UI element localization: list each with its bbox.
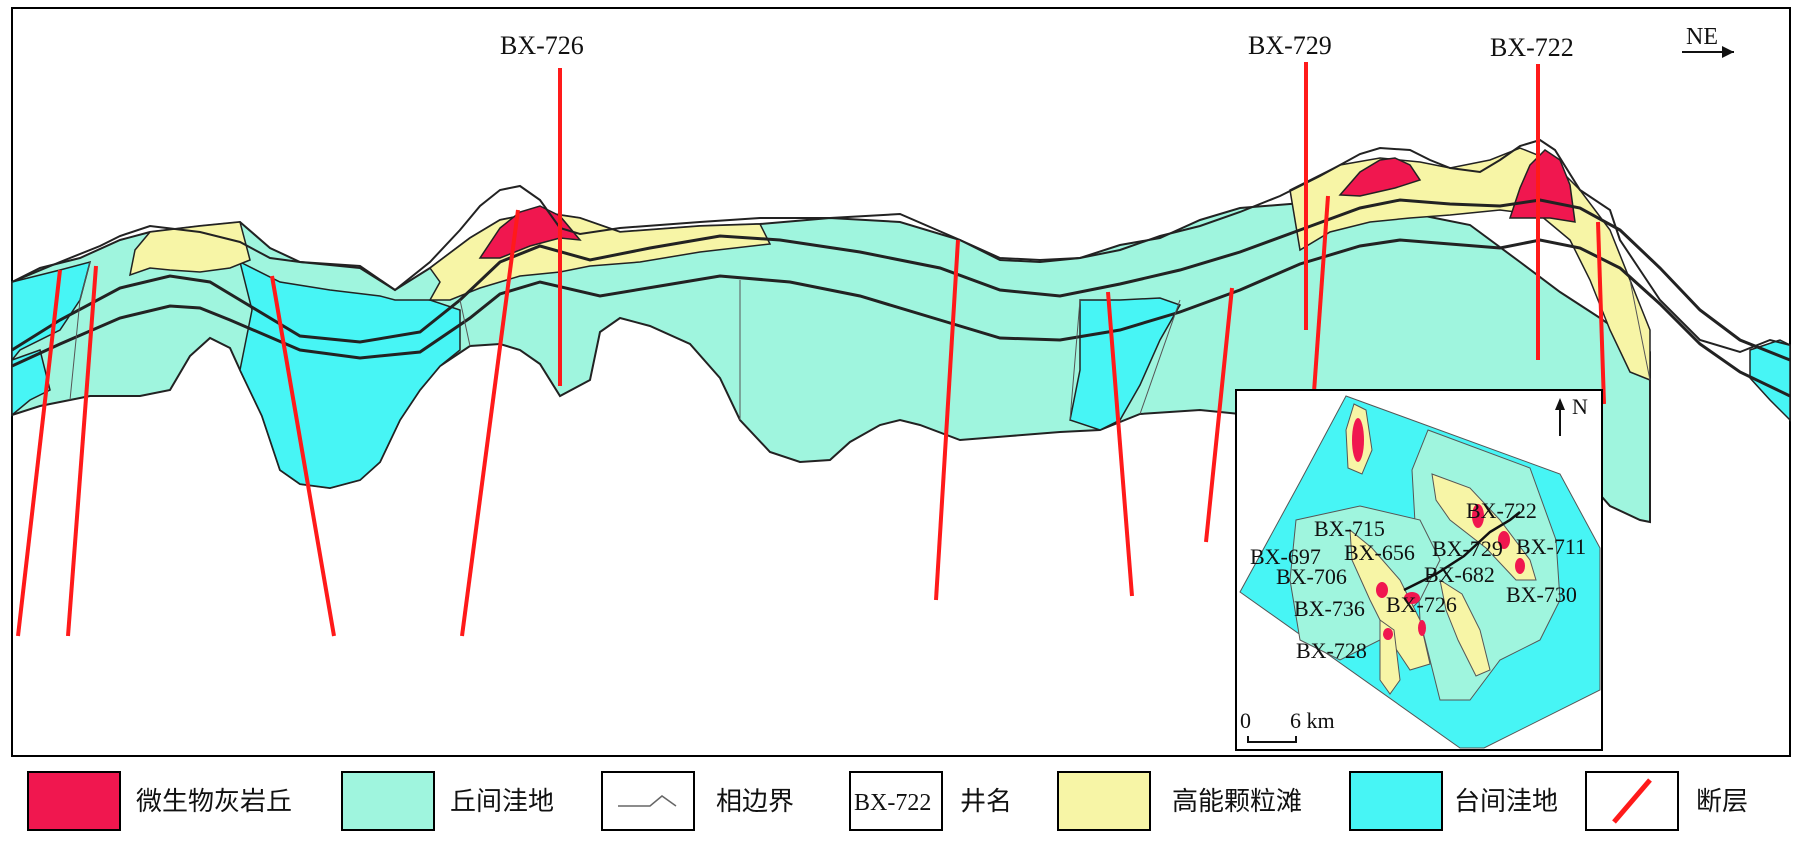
microbial-mound-2 bbox=[1338, 157, 1422, 197]
faults bbox=[16, 195, 1606, 637]
legend-sample-well-name: BX-722 bbox=[854, 790, 931, 816]
well-label-bx-729: BX-729 bbox=[1248, 31, 1332, 60]
well-label-bx-726: BX-726 bbox=[500, 31, 584, 60]
legend-label-fault: 断层 bbox=[1696, 787, 1748, 817]
inset-mound-3 bbox=[1498, 531, 1510, 549]
legend-item-facies-boundary: 相边界 bbox=[601, 771, 794, 831]
inset-north-label: N bbox=[1572, 394, 1588, 419]
inset-well-bx-715: BX-715 bbox=[1314, 516, 1385, 541]
fault-9 bbox=[1596, 221, 1606, 405]
legend-swatch-facies-boundary bbox=[601, 771, 695, 831]
inset-map: N 0 6 km BX-722 BX-715 BX-697 BX-656 BX-… bbox=[1235, 389, 1603, 751]
legend-item-well-name: BX-722 井名 bbox=[849, 771, 1012, 831]
fault-1 bbox=[16, 269, 62, 637]
legend-swatch-well-name bbox=[849, 771, 943, 831]
inset-mound-6 bbox=[1404, 592, 1420, 604]
legend-item-inter-platform-depression: 台间洼地 bbox=[1349, 771, 1558, 831]
fault-8 bbox=[1312, 195, 1330, 393]
inset-well-bx-726: BX-726 bbox=[1386, 592, 1457, 617]
inset-well-bx-697: BX-697 bbox=[1250, 544, 1321, 569]
well-label-bx-722: BX-722 bbox=[1490, 33, 1574, 62]
legend-item-fault: 断层 bbox=[1585, 771, 1748, 831]
inset-shoal-3 bbox=[1349, 528, 1431, 671]
inset-section-line bbox=[1403, 511, 1521, 592]
inset-shoal-4 bbox=[1439, 578, 1491, 677]
microbial-mound-1 bbox=[478, 205, 582, 259]
inter-platform-depression-3 bbox=[1069, 297, 1182, 431]
scale-zero: 0 bbox=[1240, 708, 1251, 733]
inset-mound-8 bbox=[1383, 628, 1393, 640]
inset-mound-7 bbox=[1418, 620, 1426, 636]
inset-well-bx-736: BX-736 bbox=[1294, 596, 1365, 621]
horizon-lower bbox=[11, 238, 1791, 398]
legend-swatch-inter-mound-depression bbox=[341, 771, 435, 831]
shoal-1 bbox=[129, 221, 251, 277]
legend-swatch-high-energy-shoal bbox=[1057, 771, 1151, 831]
inset-mound-4 bbox=[1515, 558, 1525, 574]
inter-platform-depression-5 bbox=[11, 349, 51, 417]
inset-well-bx-656: BX-656 bbox=[1344, 540, 1415, 565]
legend-label-well-name: 井名 bbox=[960, 787, 1012, 817]
inset-north-arrow: N bbox=[1555, 394, 1588, 436]
facies-boundaries bbox=[69, 261, 1651, 421]
legend-label-microbial-mound: 微生物灰岩丘 bbox=[136, 787, 292, 817]
direction-arrow: NE bbox=[1682, 24, 1734, 58]
top-surface bbox=[11, 138, 1791, 354]
inset-well-bx-706: BX-706 bbox=[1276, 564, 1347, 589]
fault-6 bbox=[1106, 291, 1134, 597]
direction-label: NE bbox=[1686, 24, 1718, 50]
inset-shoal-2 bbox=[1431, 473, 1537, 581]
fault-2 bbox=[66, 265, 98, 637]
legend-swatch-inter-platform-depression bbox=[1349, 771, 1443, 831]
cross-section bbox=[11, 138, 1791, 524]
inset-mound-1 bbox=[1352, 418, 1364, 462]
fault-3 bbox=[270, 275, 336, 637]
well-labels: BX-726 BX-729 BX-722 bbox=[500, 31, 1574, 62]
inset-well-labels: BX-722 BX-715 BX-697 BX-656 BX-729 BX-71… bbox=[1250, 498, 1586, 663]
legend-label-high-energy-shoal: 高能颗粒滩 bbox=[1172, 787, 1302, 817]
legend-item-inter-mound-depression: 丘间洼地 bbox=[341, 771, 554, 831]
legend-item-high-energy-shoal: 高能颗粒滩 bbox=[1057, 771, 1302, 831]
inset-well-bx-730: BX-730 bbox=[1506, 582, 1577, 607]
legend: 微生物灰岩丘 丘间洼地 相边界 BX-722 井名 高能颗粒滩 台间洼地 bbox=[27, 771, 1748, 831]
fault-7 bbox=[1204, 287, 1234, 543]
inset-well-bx-722: BX-722 bbox=[1466, 498, 1537, 523]
inset-mound-2 bbox=[1472, 504, 1484, 528]
wells bbox=[558, 62, 1540, 386]
fault-5 bbox=[934, 239, 960, 601]
scale-distance: 6 km bbox=[1290, 708, 1335, 733]
inset-well-bx-711: BX-711 bbox=[1516, 534, 1586, 559]
inset-mound-5 bbox=[1376, 582, 1388, 598]
legend-label-inter-mound-depression: 丘间洼地 bbox=[450, 787, 554, 817]
inset-well-bx-682: BX-682 bbox=[1424, 562, 1495, 587]
legend-label-facies-boundary: 相边界 bbox=[716, 787, 794, 817]
inset-well-bx-729: BX-729 bbox=[1432, 536, 1503, 561]
legend-item-microbial-mound: 微生物灰岩丘 bbox=[27, 771, 292, 831]
inset-well-bx-728: BX-728 bbox=[1296, 638, 1367, 663]
legend-swatch-microbial-mound bbox=[27, 771, 121, 831]
fault-4 bbox=[460, 209, 520, 637]
inter-platform-depression-2 bbox=[238, 260, 461, 489]
legend-label-inter-platform-depression: 台间洼地 bbox=[1454, 787, 1558, 817]
inset-scale-bar: 0 6 km bbox=[1240, 708, 1335, 743]
